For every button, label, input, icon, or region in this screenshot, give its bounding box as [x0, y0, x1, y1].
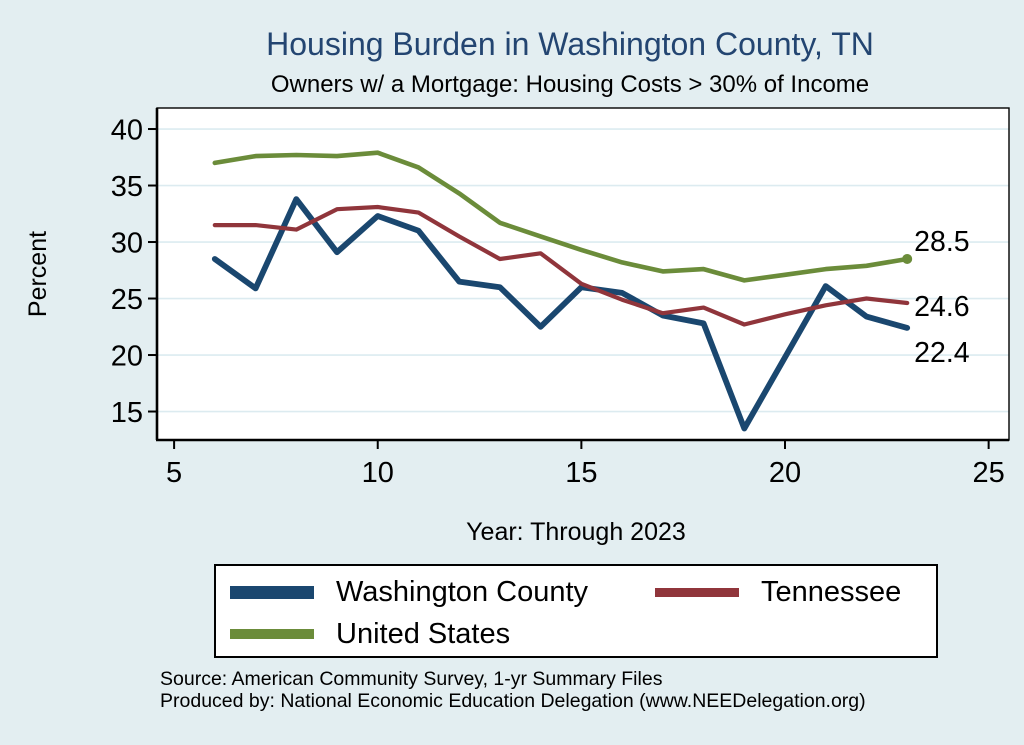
source-line-2: Produced by: National Economic Education… — [160, 690, 866, 713]
legend-swatch-tennessee — [655, 587, 739, 597]
legend-label-washington-county: Washington County — [336, 575, 589, 608]
end-marker-united-states — [902, 253, 913, 264]
legend-swatch-washington-county — [230, 585, 314, 599]
series-line-washington-county — [211, 196, 911, 432]
end-label-united-states: 28.5 — [914, 226, 969, 258]
y-tick-label-35: 35 — [111, 171, 143, 203]
x-axis-title: Year: Through 2023 — [466, 518, 686, 546]
source-line-1: Source: American Community Survey, 1-yr … — [160, 668, 663, 690]
y-tick-label-30: 30 — [111, 227, 143, 259]
chart-subtitle: Owners w/ a Mortgage: Housing Costs > 30… — [270, 71, 870, 98]
end-label-tennessee: 24.6 — [914, 291, 969, 323]
plot-area: 15 20 25 30 35 40 5 10 15 20 25 Percent Year: Throug… — [24, 107, 1010, 546]
legend-grid: Washington County Tennessee United States — [216, 566, 936, 660]
y-tick-label-25: 25 — [111, 284, 143, 316]
series-line-tennessee — [212, 204, 910, 327]
title-block: Housing Burden in Washington County, TN … — [120, 24, 1020, 99]
series-line-united-states — [212, 150, 910, 283]
legend-swatch-united-states — [230, 629, 314, 639]
legend-item-washington-county: Washington County — [230, 576, 655, 609]
source-notes: Source: American Community Survey, 1-yr … — [160, 668, 1000, 712]
legend: Washington County Tennessee United States — [214, 564, 938, 658]
x-tick-label-20: 20 — [769, 457, 801, 489]
x-tick-label-15: 15 — [565, 457, 597, 489]
legend-label-united-states: United States — [336, 617, 511, 650]
plot-background — [157, 108, 1009, 440]
x-tick-label-10: 10 — [362, 457, 394, 489]
end-label-washington-county: 22.4 — [914, 337, 970, 369]
legend-item-united-states: United States — [230, 618, 655, 651]
y-tick-label-20: 20 — [111, 340, 143, 372]
y-tick-label-40: 40 — [111, 114, 143, 146]
legend-item-tennessee: Tennessee — [655, 576, 926, 609]
y-axis-title: Percent — [24, 231, 52, 317]
x-tick-label-5: 5 — [166, 457, 182, 489]
x-tick-label-25: 25 — [973, 457, 1005, 489]
chart-title: Housing Burden in Washington County, TN — [266, 26, 874, 62]
y-tick-label-15: 15 — [111, 397, 143, 429]
legend-label-tennessee: Tennessee — [761, 575, 902, 608]
